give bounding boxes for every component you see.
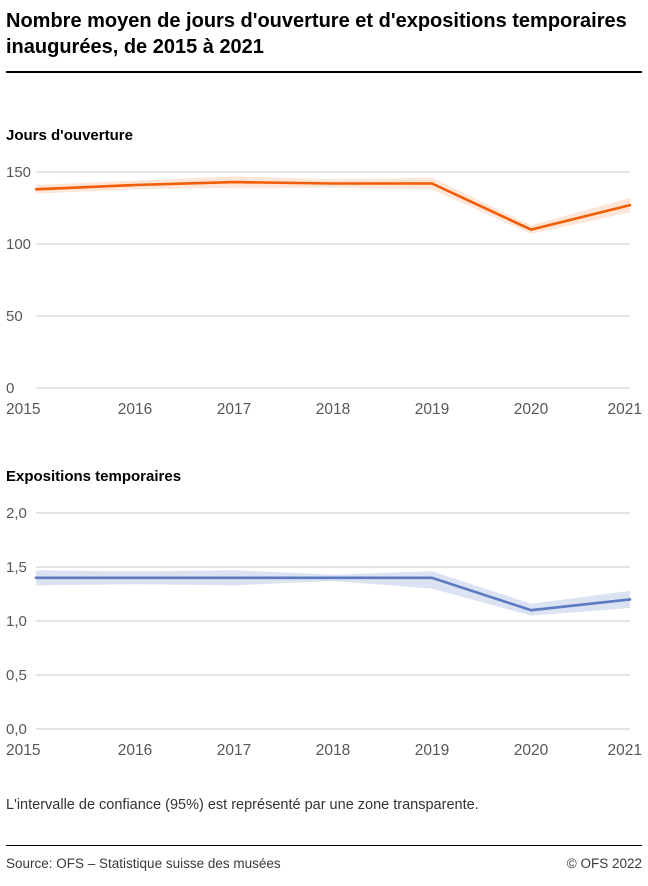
svg-text:2017: 2017 — [217, 401, 251, 418]
svg-text:2019: 2019 — [415, 401, 449, 418]
source-label: Source: OFS – Statistique suisse des mus… — [6, 855, 281, 871]
svg-text:2021: 2021 — [608, 401, 642, 418]
svg-text:2015: 2015 — [6, 401, 40, 418]
footer: Source: OFS – Statistique suisse des mus… — [6, 844, 642, 871]
chart-title-jours-ouverture: Jours d'ouverture — [6, 126, 133, 144]
svg-text:2021: 2021 — [608, 742, 642, 759]
svg-text:2019: 2019 — [415, 742, 449, 759]
chart-section-expositions-temporaires: Expositions temporaires 0,0 0,5 1,0 1,5 2,0 2… — [6, 468, 642, 763]
svg-text:2017: 2017 — [217, 742, 251, 759]
svg-text:150: 150 — [6, 164, 31, 181]
svg-text:2016: 2016 — [118, 742, 152, 759]
page-title: Nombre moyen de jours d'ouverture et d'e… — [6, 10, 627, 59]
svg-text:0,5: 0,5 — [6, 667, 27, 684]
jours-ouverture-line-chart: 0 50 100 150 2015 2016 2017 2018 2019 2020 2021 — [6, 164, 642, 418]
svg-text:50: 50 — [6, 308, 23, 325]
svg-text:2018: 2018 — [316, 401, 350, 418]
svg-text:2020: 2020 — [514, 742, 549, 759]
confidence-interval-note: L'intervalle de confiance (95%) est repr… — [6, 796, 479, 813]
svg-text:100: 100 — [6, 236, 31, 253]
svg-text:0,0: 0,0 — [6, 721, 27, 738]
svg-text:2015: 2015 — [6, 742, 40, 759]
svg-text:2020: 2020 — [514, 401, 549, 418]
copyright-label: © OFS 2022 — [566, 855, 642, 871]
svg-text:2,0: 2,0 — [6, 505, 27, 522]
svg-text:1,0: 1,0 — [6, 613, 27, 630]
chart-title-expositions-temporaires: Expositions temporaires — [6, 467, 182, 485]
expositions-temporaires-line-chart: 0,0 0,5 1,0 1,5 2,0 2015 2016 2017 2018 2019 2020 2… — [6, 505, 642, 759]
svg-text:2016: 2016 — [118, 401, 152, 418]
header: Nombre moyen de jours d'ouverture et d'e… — [6, 8, 642, 73]
svg-text:0: 0 — [6, 380, 14, 397]
svg-text:2018: 2018 — [316, 742, 350, 759]
svg-text:1,5: 1,5 — [6, 559, 27, 576]
chart-section-jours-ouverture: Jours d'ouverture 0 50 100 150 2015 2016 2017 2… — [6, 127, 642, 422]
